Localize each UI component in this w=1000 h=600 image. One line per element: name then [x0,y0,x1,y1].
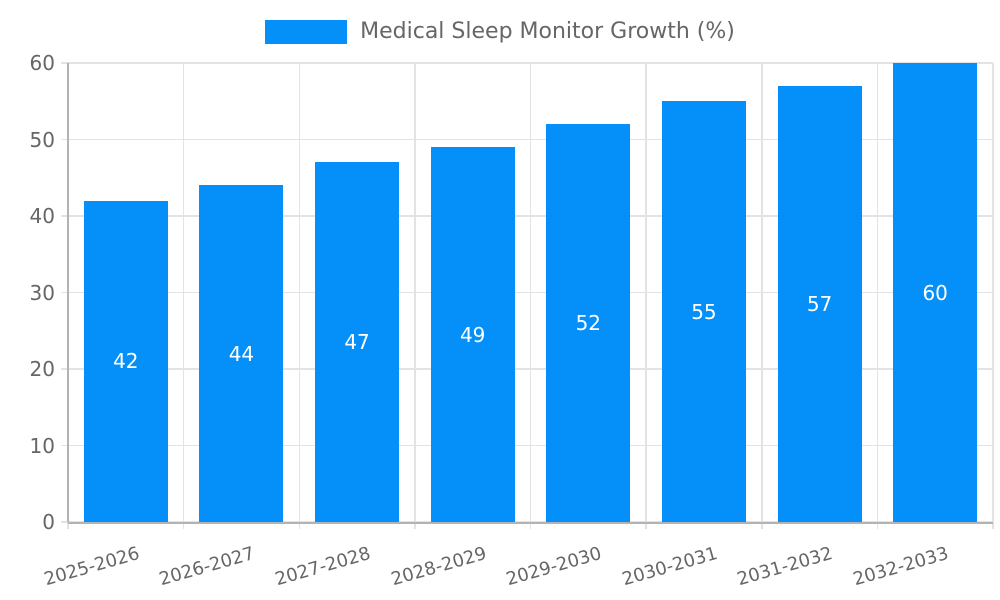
y-tick-label: 30 [29,280,55,305]
bar[interactable] [83,200,168,522]
bar-value-label: 47 [344,330,370,355]
bar[interactable] [430,147,515,522]
y-tick-mark [61,138,68,141]
y-tick-mark [61,444,68,447]
x-grid-line [298,63,300,522]
x-tick-mark [182,522,185,529]
x-grid-line [414,63,416,522]
y-tick-mark [61,215,68,217]
bar-value-label: 60 [922,280,948,305]
x-tick-mark [529,522,532,529]
y-tick-label: 40 [29,204,55,228]
legend-label: Medical Sleep Monitor Growth (%) [360,19,735,44]
x-tick-label: 2027-2028 [272,543,373,591]
x-tick-mark [414,522,416,529]
chart-legend[interactable]: Medical Sleep Monitor Growth (%) [0,19,1000,45]
y-tick-mark [61,62,68,64]
x-tick-label: 2030-2031 [619,543,720,591]
bar[interactable] [315,162,400,522]
bar-value-label: 42 [113,349,139,374]
y-tick-mark [61,521,68,523]
x-grid-line [992,63,994,522]
y-tick-label: 10 [29,433,55,458]
x-tick-label: 2031-2032 [735,543,836,591]
x-tick-mark [992,522,994,529]
x-tick-label: 2028-2029 [388,543,489,591]
bar[interactable] [893,63,978,522]
x-grid-line [876,63,879,522]
bar-value-label: 44 [228,341,255,366]
bar[interactable] [661,101,746,522]
x-tick-mark [876,522,879,529]
x-tick-label: 2025-2026 [41,543,142,591]
y-tick-label: 20 [29,357,55,381]
x-grid-line [182,63,185,522]
x-axis-line [68,521,993,524]
x-tick-mark [67,522,69,529]
x-tick-mark [298,522,300,529]
y-tick-label: 50 [29,127,55,152]
bar[interactable] [546,124,631,522]
y-tick-label: 60 [29,51,55,75]
x-grid-line [529,63,532,522]
bar-value-label: 55 [691,299,717,324]
x-grid-line [761,63,763,522]
bar[interactable] [777,85,862,522]
x-tick-mark [761,522,763,529]
y-tick-label: 0 [42,510,55,534]
bar-value-label: 49 [459,322,486,347]
x-tick-label: 2032-2033 [850,543,951,591]
y-axis-line [67,63,69,522]
bar[interactable] [199,185,284,522]
legend-swatch [265,20,348,44]
bar-value-label: 57 [806,291,833,316]
y-tick-mark [61,368,68,370]
x-tick-mark [645,522,647,529]
x-tick-label: 2029-2030 [503,543,605,591]
x-grid-line [645,63,647,522]
bar-value-label: 52 [575,311,602,336]
x-tick-label: 2026-2027 [157,543,258,591]
y-tick-mark [61,291,68,294]
